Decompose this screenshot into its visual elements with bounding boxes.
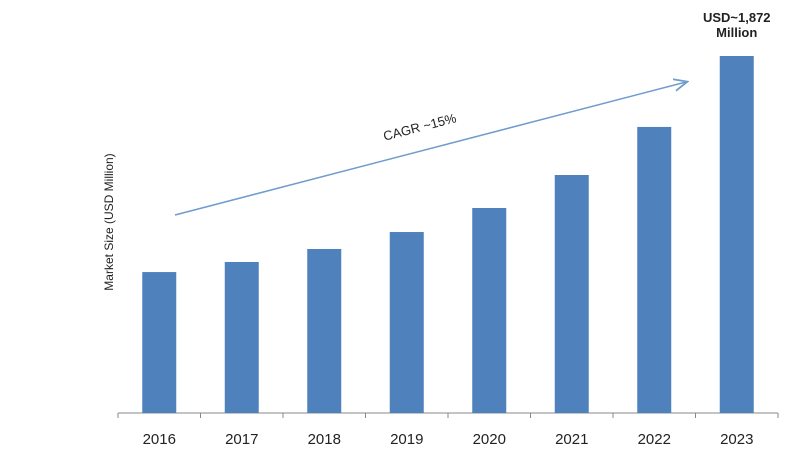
x-tick-label: 2016: [143, 431, 176, 448]
bar: [142, 272, 177, 413]
x-tick-label: 2017: [225, 431, 258, 448]
bar: [224, 261, 259, 413]
bar: [472, 207, 507, 413]
bar: [554, 175, 589, 413]
bar: [719, 56, 754, 413]
cagr-arrow: [174, 82, 686, 216]
cagr-label: CAGR ~15%: [382, 110, 459, 143]
bar: [637, 126, 672, 413]
x-tick-label: 2023: [720, 431, 753, 448]
x-tick-label: 2020: [473, 431, 506, 448]
x-tick-label: 2018: [308, 431, 341, 448]
x-tick-label: 2022: [638, 431, 671, 448]
bar: [307, 248, 342, 413]
x-tick-label: 2019: [390, 431, 423, 448]
bar: [389, 232, 424, 413]
y-axis-label: Market Size (USD Million): [102, 153, 116, 290]
x-tick-label: 2021: [555, 431, 588, 448]
value-label: USD~1,872 Million: [702, 10, 771, 40]
